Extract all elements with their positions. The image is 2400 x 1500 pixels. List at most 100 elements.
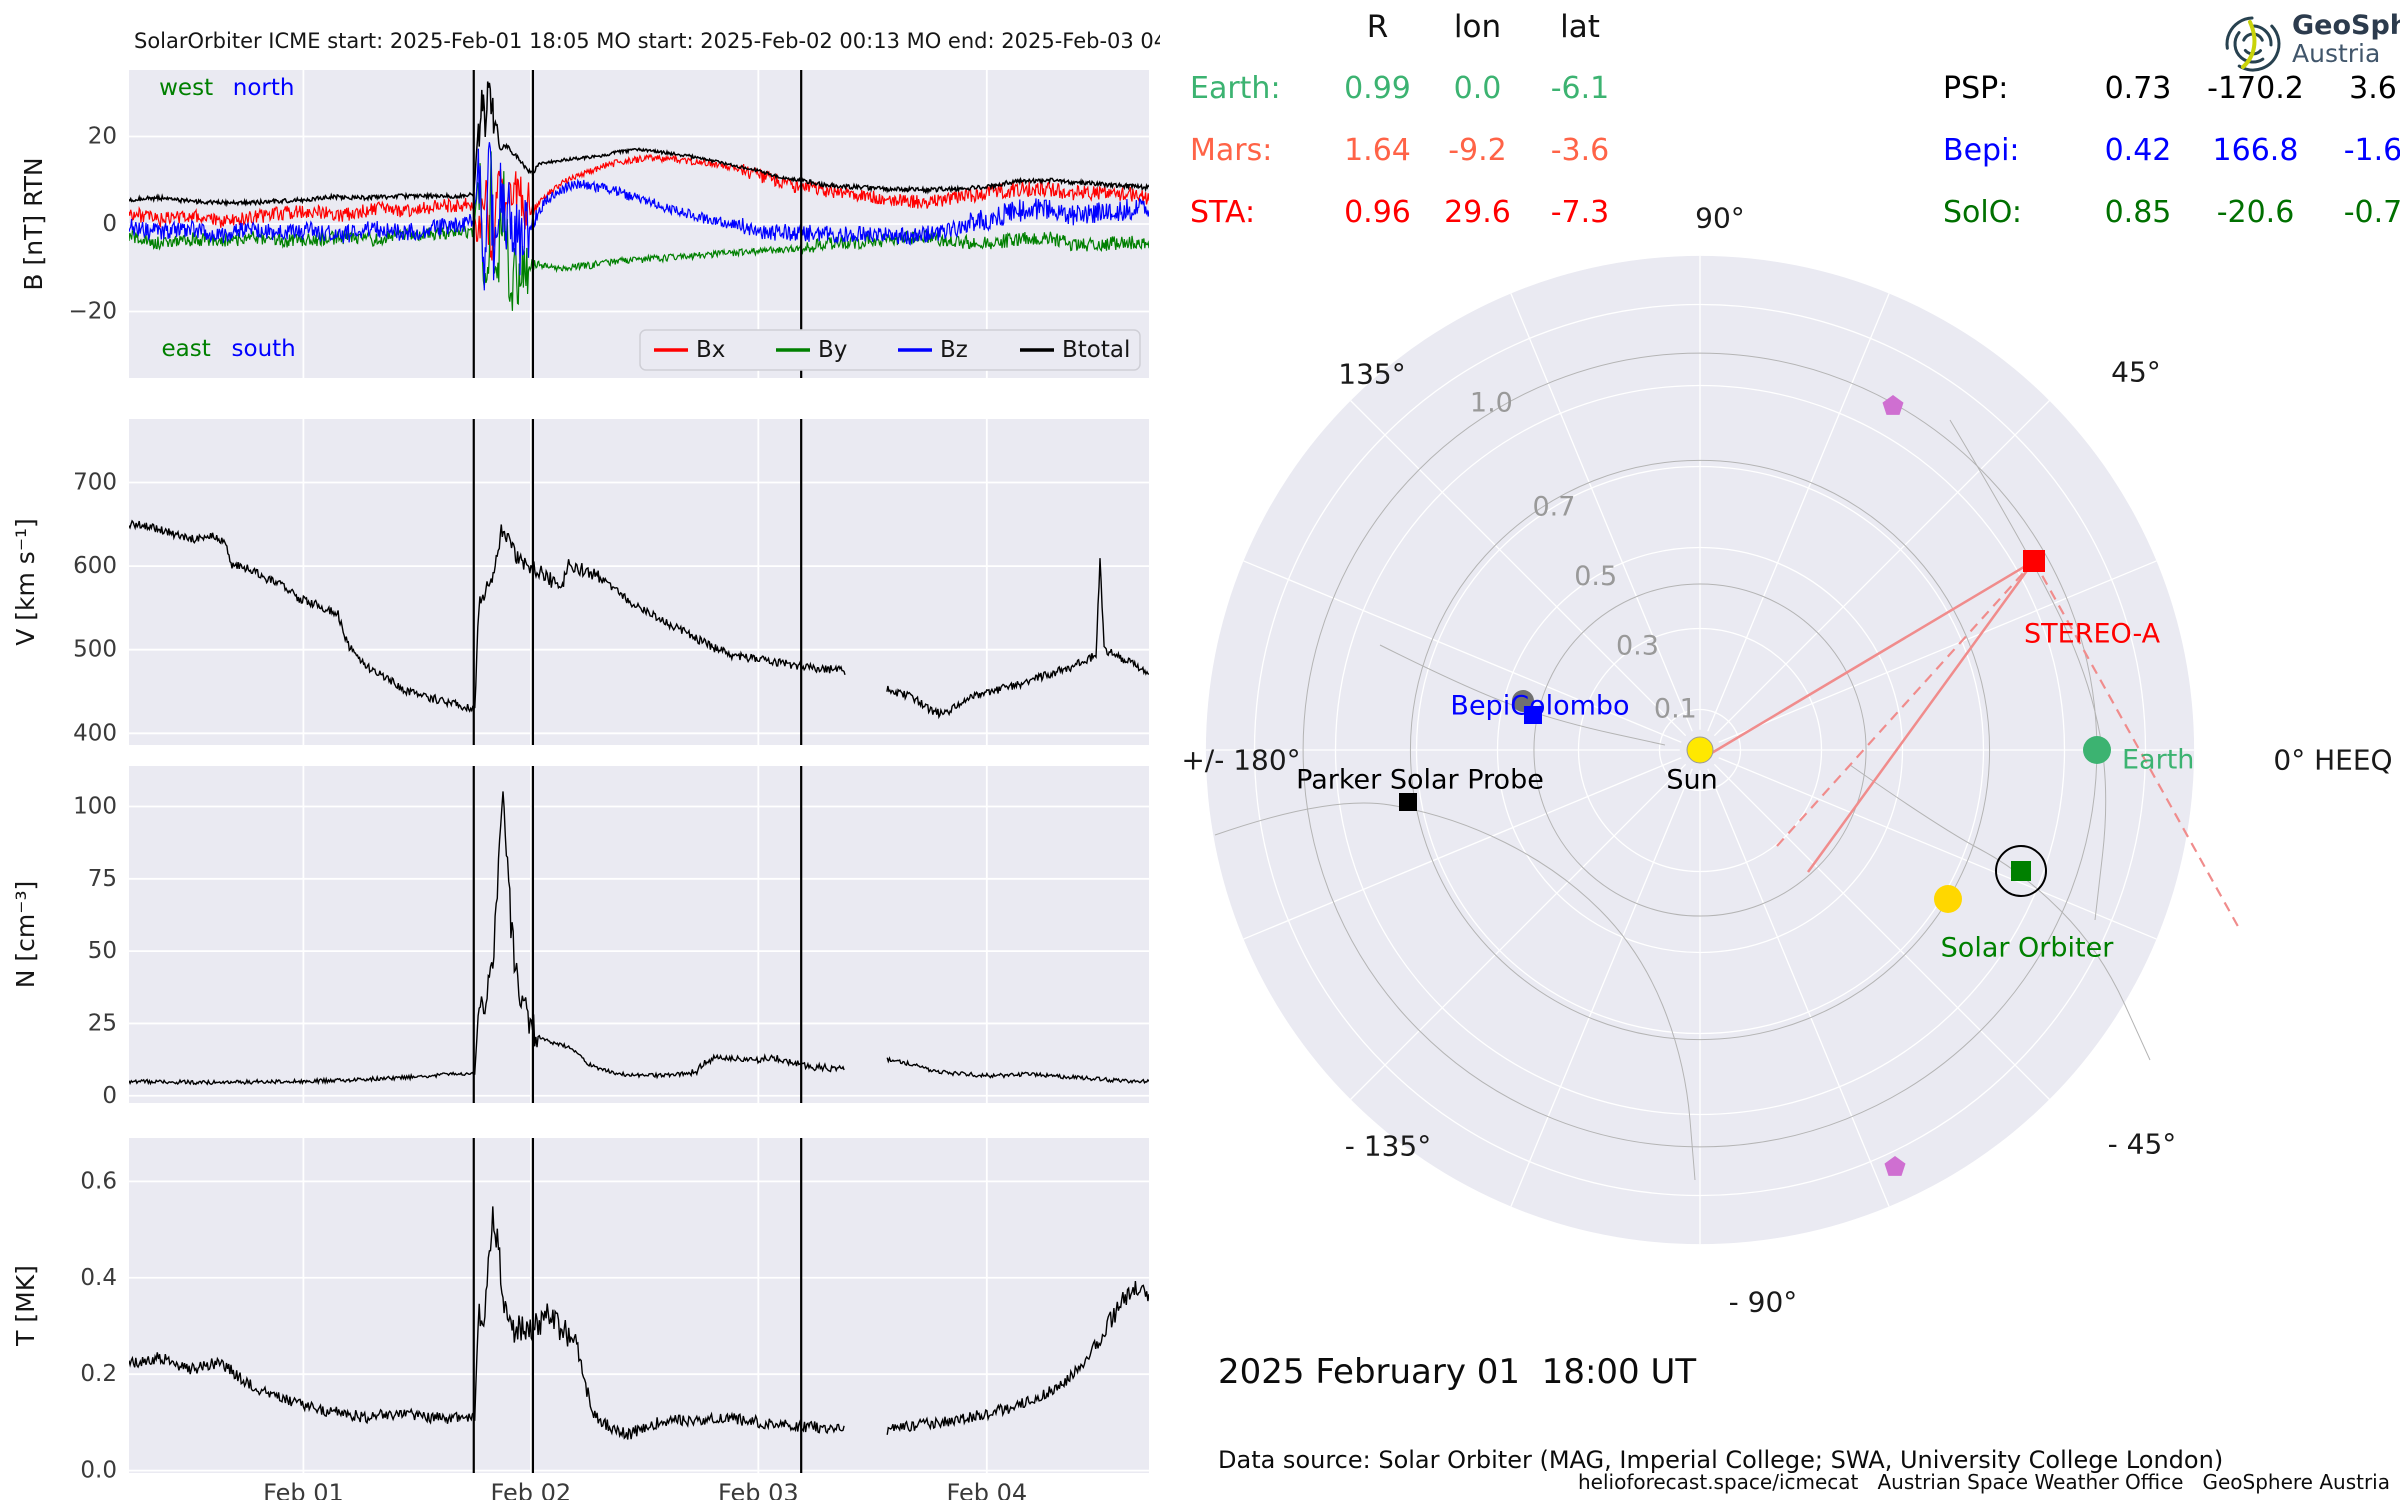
geosphere-austria-logo: GeoSphere Austria (2222, 11, 2400, 76)
angle-label: - 90° (1729, 1286, 1798, 1319)
coords-header-lon: lon (1453, 8, 1502, 45)
panel-grid (129, 766, 1149, 1103)
table-row-psp: PSP: 0.73 -170.2 3.6 (1943, 58, 2400, 120)
geosphere-logo-icon (2225, 16, 2281, 72)
grid-spoke (1718, 560, 2157, 743)
row-lon-value: -20.6 (2216, 195, 2295, 230)
y-tick-label: 0.0 (80, 1458, 117, 1484)
legend: Bx By Bz Btotal (639, 329, 1141, 371)
y-tick-label: 25 (88, 1010, 117, 1036)
solar-orbiter-highlight-ring (1995, 845, 2047, 897)
y-tick-label: 0 (102, 211, 117, 237)
series-group (129, 519, 1149, 720)
radial-tick-label: 1.0 (1470, 387, 1513, 418)
y-tick-label: 75 (88, 866, 117, 892)
timeseries-charts: SolarOrbiter ICME start: 2025-Feb-01 18:… (11, 29, 1160, 1500)
venus-marker (1934, 885, 1962, 913)
planet-coordinates-table: R lon lat Earth: 0.99 0.0 -6.1 Mars: 1.6… (1190, 0, 1630, 244)
radial-tick-label: 0.1 (1654, 694, 1697, 725)
y-tick-label: 0.2 (80, 1361, 117, 1387)
bodies: SunEarthBepiColomboParker Solar ProbeSTE… (1296, 395, 2194, 1176)
y-tick-label: 0.4 (80, 1265, 117, 1291)
coords-table-header: R lon lat (1190, 0, 1630, 58)
grid-spoke (1713, 763, 2050, 1100)
sun-label: Sun (1666, 765, 1717, 796)
spacecraft-trajectory (1214, 802, 1696, 1181)
radial-tick-label: 0.7 (1533, 491, 1576, 522)
grid-spoke (1713, 400, 2050, 737)
grid-spoke (1718, 757, 2157, 940)
grid-spoke (1707, 768, 1890, 1207)
y-tick-label: 50 (88, 938, 117, 964)
coords-header-lat: lat (1560, 8, 1600, 45)
series-group (129, 791, 1149, 1086)
table-row-solo: SolO: 0.85 -20.6 -0.7 (1943, 182, 2400, 244)
angle-label: 0° HEEQ (2273, 744, 2392, 777)
credits-footer: helioforecast.space/icmecat Austrian Spa… (1577, 1470, 2390, 1494)
row-r-value: 0.85 (2104, 195, 2172, 230)
grid-ring (1415, 465, 1985, 1035)
angle-label: - 45° (2108, 1128, 2177, 1161)
annotation-east: east (161, 336, 210, 362)
grid-spoke (1350, 763, 1687, 1100)
orbits (1214, 352, 2151, 1181)
angle-label: - 135° (1345, 1130, 1431, 1163)
row-lat-value: -7.3 (1550, 195, 1610, 230)
solar-orbiter-label: Solar Orbiter (1941, 933, 2115, 964)
map-datetime-label: 2025 February 01 18:00 UT (1218, 1352, 1697, 1392)
y-tick-label: −20 (68, 299, 117, 325)
y-axis-label: B [nT] RTN (19, 157, 48, 290)
event-boundary-lines (472, 70, 803, 378)
row-lat-value: -6.1 (1550, 71, 1610, 106)
row-lat-value: -0.7 (2343, 195, 2400, 230)
row-lon-value: -9.2 (1448, 133, 1507, 168)
series-group (129, 81, 1149, 311)
annotation-north: north (233, 75, 295, 101)
series-by (129, 151, 1149, 311)
series-n (129, 791, 1149, 1086)
row-label: Bepi: (1943, 133, 2020, 168)
annotation-west: west (159, 75, 213, 101)
row-r-value: 0.99 (1344, 71, 1411, 106)
b-field-panel: 20 0 −20 B [nT] RTN west north east south Bx By Bz… (19, 70, 1149, 378)
table-row-mars: Mars: 1.64 -9.2 -3.6 (1190, 120, 1630, 182)
earth-label: Earth (2122, 745, 2194, 776)
legend-label-btotal: Btotal (1062, 337, 1130, 363)
row-lon-value: 0.0 (1453, 71, 1502, 106)
sun-marker (1686, 736, 1714, 764)
x-tick-label: Feb 01 (263, 1479, 344, 1500)
polar-grid (1205, 255, 2195, 1245)
planet-orbit (1409, 459, 1991, 1041)
coords-header-r: R (1366, 8, 1389, 45)
spacecraft-coordinates-table: PSP: 0.73 -170.2 3.6 Bepi: 0.42 166.8 -1… (1943, 58, 2400, 244)
grid-ring (1577, 627, 1823, 873)
event-boundary-lines (472, 1138, 803, 1473)
panel-grid (129, 419, 1149, 745)
row-lon-value: -170.2 (2207, 71, 2304, 106)
row-label: Mars: (1190, 133, 1273, 168)
series-btotal (129, 81, 1149, 208)
x-tick-label: Feb 02 (491, 1479, 572, 1500)
table-row-earth: Earth: 0.99 0.0 -6.1 (1190, 58, 1630, 120)
y-tick-label: 700 (73, 470, 117, 496)
earth-marker (2083, 736, 2111, 764)
grid-ring (1496, 546, 1904, 954)
table-row-bepi: Bepi: 0.42 166.8 -1.6 (1943, 120, 2400, 182)
row-lat-value: -3.6 (1550, 133, 1610, 168)
row-lat-value: 3.6 (2349, 71, 2397, 106)
annotation-south: south (232, 336, 296, 362)
cme-line-dashed (1776, 560, 2035, 847)
radial-tick-label: 0.5 (1574, 561, 1617, 592)
parker-solar-probe-label: Parker Solar Probe (1296, 765, 1544, 796)
y-tick-label: 0 (102, 1083, 117, 1109)
row-r-value: 0.73 (2104, 71, 2172, 106)
legend-label-bx: Bx (696, 337, 725, 363)
series-bz (129, 142, 1149, 291)
legend-label-by: By (818, 337, 847, 363)
series-t (129, 1206, 1149, 1440)
series-group (129, 1206, 1149, 1440)
angle-label: +/- 180° (1181, 744, 1300, 777)
legend-label-bz: Bz (940, 337, 968, 363)
pentagon-object-1-marker (1882, 395, 1904, 415)
